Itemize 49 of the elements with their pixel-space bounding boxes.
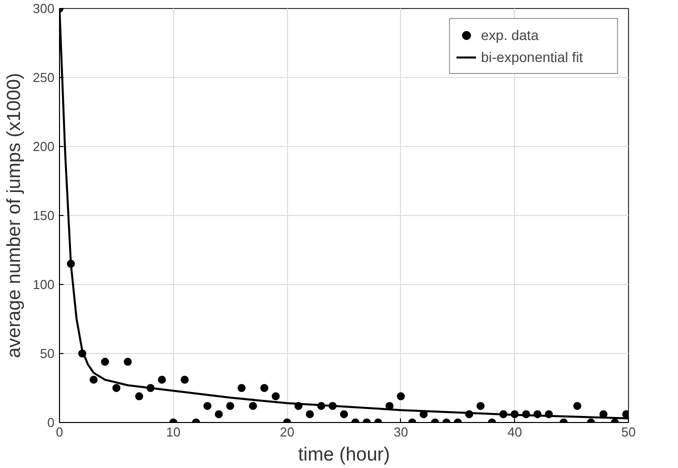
point — [135, 392, 144, 400]
point — [499, 410, 508, 418]
point — [260, 384, 268, 392]
y-tick-label: 300 — [32, 1, 55, 16]
point — [238, 384, 246, 392]
x-axis-title: time (hour) — [298, 444, 390, 466]
point — [522, 410, 530, 418]
point — [533, 410, 542, 418]
point — [272, 392, 280, 400]
point — [101, 358, 110, 366]
point — [510, 410, 519, 418]
point — [214, 410, 223, 418]
point — [396, 392, 405, 400]
point — [180, 376, 189, 384]
point — [90, 376, 98, 384]
y-tick-label: 100 — [32, 277, 55, 292]
point — [66, 260, 75, 268]
x-tick-label: 10 — [166, 424, 181, 440]
point — [306, 410, 314, 418]
x-tick-label: 50 — [621, 424, 636, 440]
legend-label: bi-exponential fit — [481, 49, 584, 65]
x-tick-label: 40 — [507, 424, 522, 440]
y-tick-label: 200 — [32, 139, 55, 154]
point — [112, 384, 120, 392]
point — [248, 402, 257, 410]
point — [420, 410, 428, 418]
point — [203, 402, 212, 410]
point — [158, 376, 166, 384]
point — [573, 402, 582, 410]
point — [465, 410, 474, 418]
point — [340, 410, 348, 418]
point — [328, 402, 337, 410]
legend-label: exp. data — [481, 27, 540, 43]
y-axis-title: average number of jumps (x1000) — [4, 72, 25, 358]
y-tick-label: 50 — [40, 346, 55, 361]
point — [226, 402, 234, 410]
x-tick-label: 20 — [280, 424, 294, 440]
y-tick-label: 0 — [47, 415, 55, 430]
point — [124, 358, 132, 366]
point — [146, 384, 155, 392]
x-tick-label: 30 — [394, 424, 408, 440]
point — [476, 402, 485, 410]
point — [294, 402, 302, 410]
point — [386, 402, 394, 410]
point — [78, 350, 86, 358]
y-tick-label: 250 — [32, 70, 55, 85]
point — [317, 402, 326, 410]
y-tick-label: 150 — [32, 208, 55, 223]
point — [544, 410, 553, 418]
